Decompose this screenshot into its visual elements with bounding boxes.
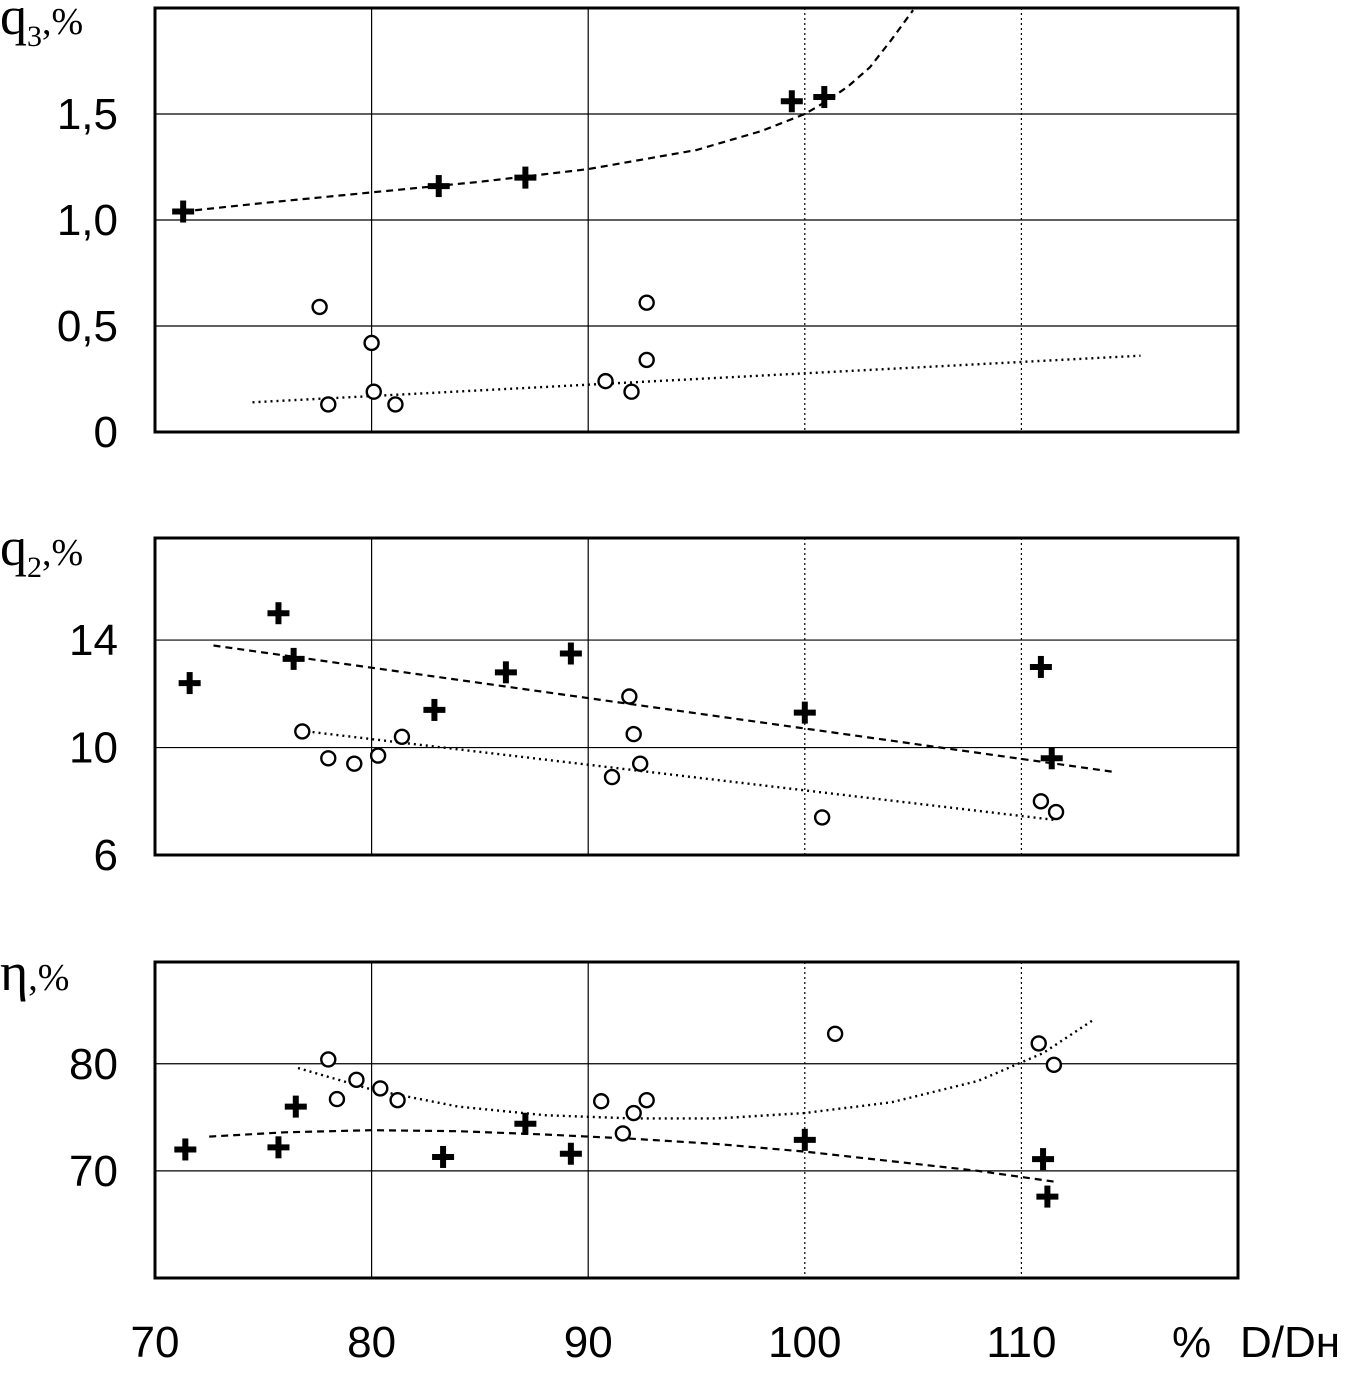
data-point-circle xyxy=(1045,1056,1063,1074)
fit-line-dotted xyxy=(252,354,1141,404)
y-tick-label: 0,5 xyxy=(57,302,118,351)
data-point-cross xyxy=(780,90,803,113)
data-point-cross xyxy=(1032,1148,1055,1171)
fit-line-dashed xyxy=(183,9,914,213)
data-point-circle xyxy=(320,396,337,413)
panel-1: 0 0,5 1,0 1,5 q3,% xyxy=(0,0,1240,457)
data-point-cross xyxy=(267,602,290,625)
x-tick-label: 110 xyxy=(986,1318,1056,1367)
data-point-cross xyxy=(559,642,582,665)
data-point-cross xyxy=(432,1145,455,1168)
data-point-cross xyxy=(559,1142,582,1165)
plot-frame xyxy=(153,6,1240,434)
data-point-cross xyxy=(172,200,195,223)
fit-line-dashed xyxy=(209,1129,1055,1183)
data-point-circle xyxy=(592,1093,610,1110)
data-point-circle xyxy=(638,294,655,311)
data-point-circle xyxy=(638,1091,655,1109)
y-axis-label: q3,% xyxy=(0,0,83,53)
x-tick-label: 90 xyxy=(564,1318,613,1367)
data-point-circle xyxy=(621,688,638,705)
data-point-circle xyxy=(294,723,311,740)
data-point-circle xyxy=(1032,793,1050,810)
x-tick-label: 100 xyxy=(768,1318,841,1367)
data-point-cross xyxy=(514,1112,537,1135)
data-point-circle xyxy=(638,351,655,369)
data-point-circle xyxy=(631,755,649,772)
y-tick-label: 80 xyxy=(69,1040,118,1089)
x-tick-label: 70 xyxy=(131,1318,180,1367)
data-point-cross xyxy=(793,1128,816,1151)
data-point-cross xyxy=(1040,747,1063,770)
panel-2: 6 10 14 q2,% xyxy=(0,517,1240,880)
data-point-circle xyxy=(826,1025,844,1042)
data-point-circle xyxy=(1047,803,1065,821)
data-point-cross xyxy=(813,86,836,109)
data-point-circle xyxy=(813,809,831,826)
data-point-circle xyxy=(320,750,337,767)
plot-frame xyxy=(153,536,1240,857)
data-point-cross xyxy=(514,166,537,189)
y-axis-label: q2,% xyxy=(0,517,83,584)
y-tick-label: 10 xyxy=(69,724,118,773)
data-point-circle xyxy=(369,747,387,764)
y-axis-label: η,% xyxy=(0,942,69,1002)
fit-line-dotted xyxy=(297,1017,1096,1120)
y-tick-label: 14 xyxy=(69,616,118,665)
data-point-circle xyxy=(328,1090,346,1108)
data-point-cross xyxy=(267,1136,290,1159)
data-point-circle xyxy=(1030,1035,1047,1052)
data-point-circle xyxy=(346,755,363,772)
x-axis-label-prefix: % xyxy=(1172,1318,1211,1367)
data-point-circle xyxy=(625,725,642,743)
data-point-circle xyxy=(348,1071,365,1089)
data-point-circle xyxy=(625,1104,642,1122)
data-point-circle xyxy=(311,298,328,316)
x-tick-label: 80 xyxy=(347,1318,396,1367)
y-tick-label: 6 xyxy=(94,831,118,880)
data-point-circle xyxy=(393,728,411,745)
data-point-cross xyxy=(1029,655,1052,678)
data-point-cross xyxy=(427,175,450,198)
data-point-circle xyxy=(387,396,404,413)
x-axis: 70 80 90 100 110 % D/Dн xyxy=(131,1318,1341,1367)
y-tick-label: 1,5 xyxy=(57,90,118,139)
data-point-cross xyxy=(284,1095,307,1118)
data-point-circle xyxy=(614,1125,632,1142)
y-tick-label: 70 xyxy=(69,1147,118,1196)
data-point-circle xyxy=(623,383,640,400)
data-point-cross xyxy=(793,701,816,724)
x-axis-label: D/Dн xyxy=(1240,1318,1340,1367)
y-tick-label: 0 xyxy=(94,408,118,457)
data-point-cross xyxy=(174,1138,197,1161)
data-point-cross xyxy=(282,647,305,670)
data-point-circle xyxy=(603,768,621,786)
data-point-cross xyxy=(1036,1185,1059,1208)
data-point-cross xyxy=(494,661,517,684)
data-point-circle xyxy=(365,383,382,400)
fit-line-dashed xyxy=(213,644,1113,773)
plot-frame xyxy=(153,960,1240,1280)
data-point-cross xyxy=(423,698,446,721)
data-point-circle xyxy=(597,372,614,390)
data-point-cross xyxy=(178,672,201,695)
fit-line-dotted xyxy=(306,730,1057,822)
data-point-circle xyxy=(372,1080,389,1097)
data-point-circle xyxy=(320,1051,337,1068)
data-point-circle xyxy=(363,334,380,352)
panel-3: 70 80η,% xyxy=(0,942,1240,1280)
y-tick-label: 1,0 xyxy=(57,196,118,245)
data-point-circle xyxy=(389,1091,406,1109)
